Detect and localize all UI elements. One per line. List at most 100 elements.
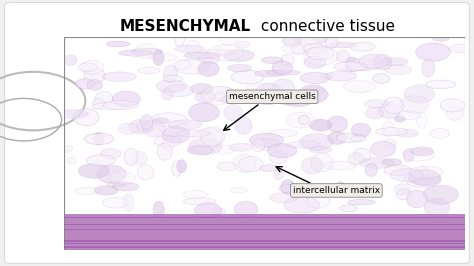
Ellipse shape bbox=[174, 45, 205, 53]
Ellipse shape bbox=[294, 89, 328, 101]
Ellipse shape bbox=[183, 190, 208, 198]
Ellipse shape bbox=[395, 129, 419, 137]
Ellipse shape bbox=[400, 96, 429, 113]
Ellipse shape bbox=[103, 101, 138, 110]
Ellipse shape bbox=[336, 50, 349, 62]
Ellipse shape bbox=[374, 55, 392, 70]
Ellipse shape bbox=[365, 99, 389, 107]
Ellipse shape bbox=[281, 180, 295, 195]
Ellipse shape bbox=[383, 139, 397, 149]
Ellipse shape bbox=[301, 72, 330, 84]
FancyBboxPatch shape bbox=[5, 3, 469, 263]
Ellipse shape bbox=[230, 188, 247, 193]
Ellipse shape bbox=[310, 119, 332, 131]
Ellipse shape bbox=[81, 60, 104, 74]
Ellipse shape bbox=[66, 157, 76, 164]
Ellipse shape bbox=[233, 155, 256, 173]
Bar bbox=[64, 214, 465, 250]
Ellipse shape bbox=[200, 127, 225, 146]
Ellipse shape bbox=[112, 91, 140, 107]
Ellipse shape bbox=[185, 40, 201, 56]
Ellipse shape bbox=[152, 113, 187, 127]
Ellipse shape bbox=[447, 107, 463, 120]
Ellipse shape bbox=[272, 61, 292, 74]
Ellipse shape bbox=[372, 56, 383, 68]
Ellipse shape bbox=[307, 192, 330, 208]
Ellipse shape bbox=[414, 167, 430, 185]
Ellipse shape bbox=[300, 134, 333, 150]
Ellipse shape bbox=[123, 193, 134, 212]
Ellipse shape bbox=[286, 112, 316, 128]
Ellipse shape bbox=[198, 61, 219, 76]
Ellipse shape bbox=[272, 79, 295, 94]
Ellipse shape bbox=[131, 48, 163, 55]
Ellipse shape bbox=[307, 47, 334, 60]
Ellipse shape bbox=[384, 165, 411, 175]
Ellipse shape bbox=[327, 116, 347, 132]
Ellipse shape bbox=[94, 132, 104, 145]
Ellipse shape bbox=[304, 56, 326, 68]
Ellipse shape bbox=[118, 123, 138, 134]
Ellipse shape bbox=[284, 197, 319, 213]
Ellipse shape bbox=[109, 172, 136, 184]
Ellipse shape bbox=[305, 50, 330, 58]
Ellipse shape bbox=[298, 115, 310, 125]
Ellipse shape bbox=[174, 59, 209, 74]
Ellipse shape bbox=[129, 119, 153, 134]
Ellipse shape bbox=[189, 103, 219, 122]
Ellipse shape bbox=[238, 157, 264, 172]
Ellipse shape bbox=[341, 66, 371, 71]
Ellipse shape bbox=[303, 44, 327, 53]
Ellipse shape bbox=[246, 83, 283, 93]
Ellipse shape bbox=[208, 87, 235, 102]
Ellipse shape bbox=[279, 184, 309, 193]
Ellipse shape bbox=[424, 198, 450, 217]
Ellipse shape bbox=[283, 98, 312, 106]
Ellipse shape bbox=[340, 205, 357, 212]
Text: connective tissue: connective tissue bbox=[256, 19, 395, 34]
Ellipse shape bbox=[163, 75, 183, 82]
Ellipse shape bbox=[153, 50, 164, 65]
Ellipse shape bbox=[149, 53, 177, 61]
Ellipse shape bbox=[255, 138, 280, 150]
Ellipse shape bbox=[213, 145, 235, 154]
Ellipse shape bbox=[383, 97, 404, 114]
Ellipse shape bbox=[64, 55, 77, 65]
Ellipse shape bbox=[292, 45, 305, 54]
Ellipse shape bbox=[407, 190, 428, 208]
Ellipse shape bbox=[119, 50, 152, 56]
Ellipse shape bbox=[196, 91, 215, 103]
Ellipse shape bbox=[303, 87, 325, 95]
Ellipse shape bbox=[175, 30, 185, 47]
Ellipse shape bbox=[143, 120, 166, 137]
Ellipse shape bbox=[320, 73, 333, 79]
Ellipse shape bbox=[314, 32, 326, 43]
Ellipse shape bbox=[376, 128, 408, 136]
Ellipse shape bbox=[299, 85, 327, 104]
Ellipse shape bbox=[270, 151, 287, 164]
Ellipse shape bbox=[62, 145, 73, 152]
Ellipse shape bbox=[157, 143, 172, 160]
Ellipse shape bbox=[183, 198, 216, 205]
Ellipse shape bbox=[73, 109, 99, 126]
Ellipse shape bbox=[301, 157, 323, 174]
Ellipse shape bbox=[124, 148, 137, 165]
Ellipse shape bbox=[187, 146, 213, 155]
Ellipse shape bbox=[261, 57, 283, 64]
Ellipse shape bbox=[201, 49, 237, 55]
Ellipse shape bbox=[154, 135, 182, 147]
Ellipse shape bbox=[215, 92, 225, 101]
Ellipse shape bbox=[408, 169, 441, 185]
Ellipse shape bbox=[168, 120, 202, 129]
Ellipse shape bbox=[293, 187, 314, 195]
Ellipse shape bbox=[198, 52, 220, 64]
Ellipse shape bbox=[366, 107, 383, 119]
Ellipse shape bbox=[137, 120, 156, 132]
Ellipse shape bbox=[153, 118, 169, 123]
Ellipse shape bbox=[84, 68, 105, 83]
Ellipse shape bbox=[91, 103, 127, 110]
Ellipse shape bbox=[102, 197, 128, 208]
Ellipse shape bbox=[217, 162, 237, 171]
Ellipse shape bbox=[344, 80, 375, 93]
Ellipse shape bbox=[274, 170, 284, 180]
